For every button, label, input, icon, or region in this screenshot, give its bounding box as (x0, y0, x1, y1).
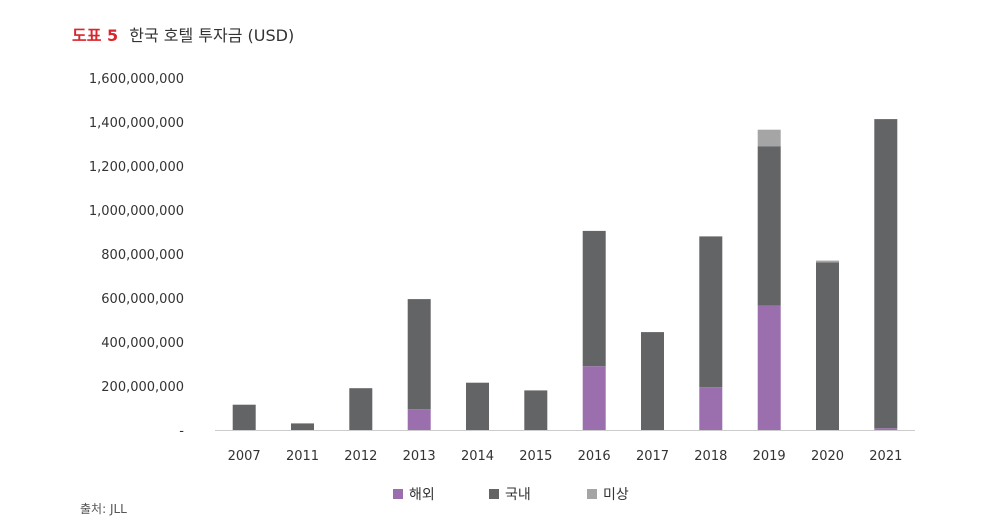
x-tick-label: 2014 (461, 449, 494, 464)
y-tick-label: 1,000,000,000 (89, 204, 184, 219)
y-tick-label: 200,000,000 (101, 380, 184, 395)
y-tick-label: - (179, 424, 184, 439)
bar-2014-국내 (466, 382, 489, 430)
bar-2011-국내 (291, 423, 314, 430)
bar-2015-국내 (524, 390, 548, 430)
bar-2019-해외 (757, 305, 781, 430)
y-tick-label: 1,600,000,000 (89, 72, 184, 87)
legend-swatch (393, 489, 403, 499)
x-tick-label: 2020 (811, 449, 844, 464)
figure-title: 한국 호텔 투자금 (USD) (129, 26, 295, 45)
chart-title: 도표 5 한국 호텔 투자금 (USD) (72, 22, 294, 46)
x-tick-label: 2007 (228, 449, 261, 464)
legend-item: 국내 (489, 484, 531, 504)
x-tick-label: 2012 (344, 449, 377, 464)
y-tick-label: 800,000,000 (101, 248, 184, 263)
x-tick-label: 2016 (578, 449, 611, 464)
x-tick-label: 2015 (519, 449, 552, 464)
legend-label: 해외 (409, 487, 435, 503)
x-tick-label: 2011 (286, 449, 319, 464)
legend-label: 미상 (603, 487, 629, 503)
x-tick-label: 2013 (403, 449, 436, 464)
bar-2016-국내 (582, 230, 606, 367)
bar-2013-해외 (407, 409, 431, 430)
y-tick-label: 1,400,000,000 (89, 116, 184, 131)
legend-swatch (587, 489, 597, 499)
y-tick-label: 1,200,000,000 (89, 160, 184, 175)
legend-label: 국내 (505, 487, 531, 503)
x-tick-label: 2018 (694, 449, 727, 464)
bar-2019-국내 (757, 146, 781, 306)
chart-legend: 해외 국내 미상 (0, 484, 990, 504)
x-tick-label: 2017 (636, 449, 669, 464)
bar-2019-미상 (757, 129, 781, 147)
y-tick-label: 400,000,000 (101, 336, 184, 351)
bar-2016-해외 (582, 366, 606, 430)
bar-2020-국내 (816, 262, 839, 430)
bar-2020-미상 (816, 260, 839, 263)
bar-2021-국내 (874, 119, 898, 429)
legend-item: 미상 (587, 484, 629, 504)
bar-2007-국내 (232, 404, 256, 430)
source-note: 출처: JLL (80, 502, 127, 516)
bar-2013-국내 (407, 299, 431, 410)
x-tick-label: 2021 (869, 449, 902, 464)
x-tick-label: 2019 (753, 449, 786, 464)
y-tick-label: 600,000,000 (101, 292, 184, 307)
bar-2018-해외 (699, 387, 723, 430)
bar-2018-국내 (699, 236, 723, 388)
legend-item: 해외 (393, 484, 435, 504)
bar-2021-해외 (874, 428, 898, 430)
bar-2017-국내 (641, 332, 664, 430)
bar-2012-국내 (349, 388, 373, 430)
figure-number: 도표 5 (72, 26, 119, 45)
legend-swatch (489, 489, 499, 499)
